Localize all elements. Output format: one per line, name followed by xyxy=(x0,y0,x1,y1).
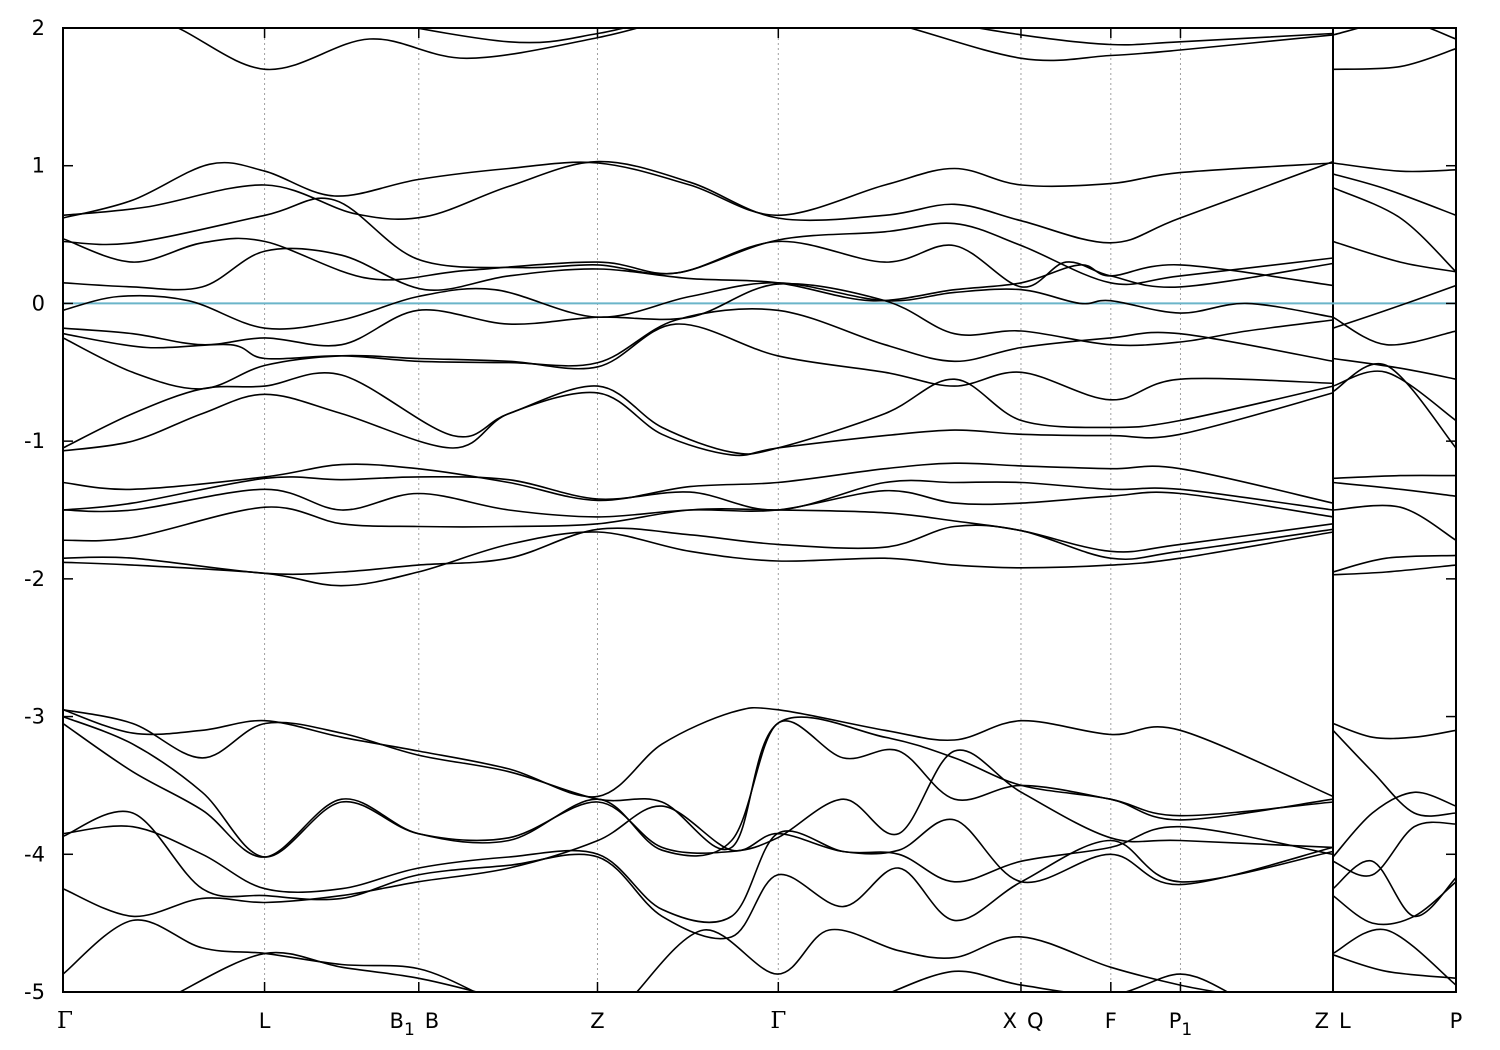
band-line-38 xyxy=(63,708,1334,851)
band-line-6 xyxy=(63,161,1334,219)
band-line-15 xyxy=(63,281,1334,330)
band-line-51 xyxy=(178,951,481,992)
band-line-46 xyxy=(1332,791,1456,858)
band-line-2 xyxy=(412,28,628,44)
y-tick-label: 2 xyxy=(32,16,45,40)
band-line-45 xyxy=(1332,729,1456,817)
kpoint-label: Z xyxy=(1315,1009,1329,1033)
band-line-5 xyxy=(1332,28,1456,40)
kpoint-label: Q xyxy=(1027,1009,1044,1033)
kpoint-label: L xyxy=(259,1009,271,1033)
band-line-36 xyxy=(1332,564,1456,576)
y-tick-label: -1 xyxy=(24,429,45,453)
kpoint-label: X xyxy=(1003,1009,1017,1033)
kpoint-label: P1 xyxy=(1169,1009,1193,1040)
band-line-27 xyxy=(63,476,1334,511)
band-line-22 xyxy=(63,371,1334,455)
band-line-1 xyxy=(176,28,1334,71)
kpoint-label: P xyxy=(1450,1009,1463,1033)
band-line-23 xyxy=(63,391,1334,457)
band-line-12 xyxy=(1332,173,1456,217)
plot-frame xyxy=(62,27,1457,993)
bands-layer xyxy=(63,28,1456,992)
band-line-29 xyxy=(63,506,1334,553)
y-tick-label: 0 xyxy=(32,291,45,315)
band-line-31 xyxy=(63,531,1334,587)
kpoint-label: Γ xyxy=(770,1008,786,1034)
band-line-26 xyxy=(63,462,1334,504)
band-line-35 xyxy=(1332,554,1456,573)
band-line-48 xyxy=(1332,860,1456,918)
band-line-13 xyxy=(1332,186,1456,273)
band-line-42 xyxy=(63,810,1334,940)
band-line-24 xyxy=(1332,370,1456,422)
band-line-20 xyxy=(1332,316,1456,346)
band-line-18 xyxy=(63,323,1334,401)
x-kpoint-labels: Γ L B1 B Z Γ X Q F P1 Z L P xyxy=(57,1008,1462,1040)
band-line-3 xyxy=(973,28,1334,46)
band-line-17 xyxy=(63,308,1334,367)
band-line-30 xyxy=(63,524,1334,576)
band-line-11 xyxy=(1332,162,1456,173)
y-tick-label: -4 xyxy=(24,842,45,866)
kpoint-label: Γ xyxy=(57,1008,73,1034)
kpoint-label: B xyxy=(425,1009,439,1033)
band-line-10 xyxy=(63,247,1334,302)
band-line-7 xyxy=(63,160,1334,244)
band-line-54 xyxy=(1332,928,1456,986)
band-line-49 xyxy=(1332,881,1456,926)
kpoint-label: Z xyxy=(590,1009,604,1033)
band-line-25 xyxy=(1332,362,1456,449)
band-line-40 xyxy=(63,720,1334,858)
kpoint-label: B1 xyxy=(390,1009,415,1040)
y-tick-label: -3 xyxy=(24,705,45,729)
band-line-41 xyxy=(63,825,1334,924)
band-line-47 xyxy=(1332,821,1456,877)
band-line-32 xyxy=(1332,474,1456,480)
kpoint-label: L xyxy=(1339,1009,1351,1033)
band-line-52 xyxy=(635,928,1222,992)
band-line-4 xyxy=(1332,47,1456,71)
y-tick-label: -2 xyxy=(24,567,45,591)
band-line-39 xyxy=(63,715,1334,858)
band-line-44 xyxy=(1332,722,1456,740)
band-line-43 xyxy=(63,805,1334,918)
y-tick-label: -5 xyxy=(24,980,45,1004)
band-line-8 xyxy=(63,197,1334,286)
band-line-14 xyxy=(1332,240,1456,273)
band-line-21 xyxy=(1332,357,1456,380)
y-tick-labels: 2 1 0 -1 -2 -3 -4 -5 xyxy=(24,16,45,1004)
axis-ticks xyxy=(62,27,1457,993)
band-line-37 xyxy=(63,706,1334,798)
kpoint-label: F xyxy=(1105,1009,1117,1033)
band-line-33 xyxy=(1332,481,1456,497)
band-line-55 xyxy=(1332,954,1456,979)
y-tick-label: 1 xyxy=(32,154,45,178)
band-line-19 xyxy=(1332,284,1456,329)
band-line-34 xyxy=(1332,504,1456,541)
band-line-16 xyxy=(63,282,1334,347)
